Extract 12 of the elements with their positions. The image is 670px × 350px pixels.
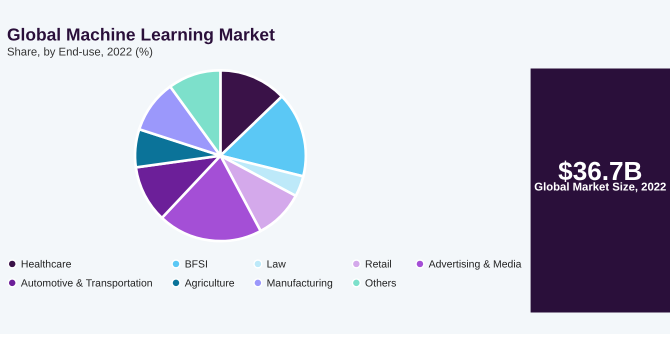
- legend-label: Manufacturing: [266, 278, 333, 290]
- legend-label: Automotive & Transportation: [20, 278, 153, 290]
- chart-subtitle: Share, by End-use, 2022 (%): [6, 46, 154, 58]
- legend-label: BFSI: [184, 259, 208, 270]
- text: Global Market Size, 2022: [534, 182, 666, 194]
- chart-title: Global Machine Learning Market: [6, 24, 276, 45]
- legend-label: Advertising & Media: [428, 259, 522, 270]
- legend-label: Agriculture: [184, 278, 235, 290]
- legend-label: Healthcare: [20, 259, 72, 270]
- legend-label: Retail: [365, 259, 392, 270]
- legend-label: Others: [365, 278, 396, 290]
- legend-label: Law: [266, 259, 286, 270]
